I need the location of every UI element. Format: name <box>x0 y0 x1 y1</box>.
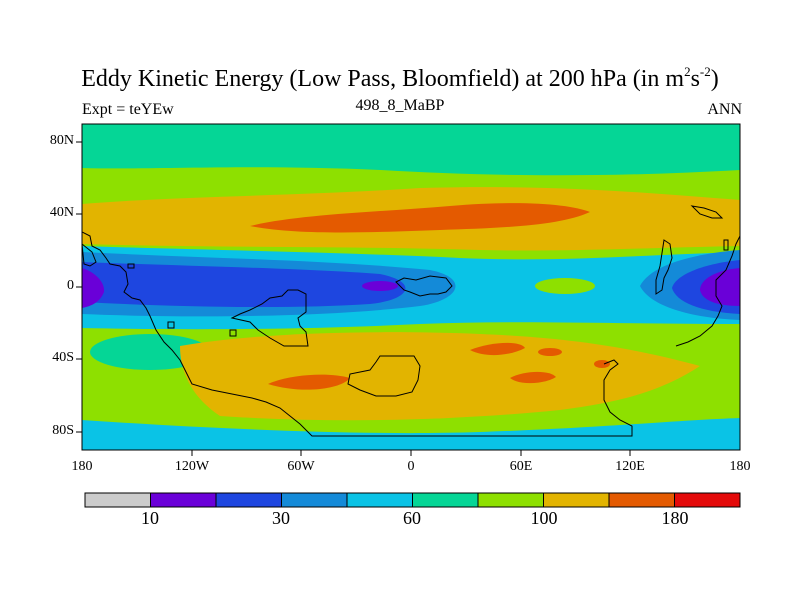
colorbar-box <box>674 492 741 508</box>
xtick-label-60W: 60W <box>287 459 315 474</box>
ytick-label-40N: 40N <box>49 205 74 220</box>
colorbar-label-60: 60 <box>403 508 421 528</box>
title-unit-s: s <box>690 66 700 92</box>
coast-europe <box>395 275 453 297</box>
south-orange-2 <box>470 342 525 356</box>
south-orange-4 <box>538 348 562 356</box>
colorbar-box <box>150 492 217 508</box>
colorbar-box <box>281 492 348 508</box>
pacific-east-purple <box>700 268 740 306</box>
band-tropical-blue <box>82 262 406 308</box>
band-north-orange <box>250 203 590 233</box>
coast-asia-east <box>675 235 740 347</box>
coast-japan <box>690 205 724 219</box>
coast-small-3 <box>229 329 237 337</box>
colorbar-label-10: 10 <box>141 508 159 528</box>
ytick-label-40S: 40S <box>52 350 74 365</box>
title-sup-neg2: -2 <box>699 64 711 79</box>
title-close: ) <box>710 66 719 92</box>
band-south-yellow <box>180 332 700 421</box>
coast-small-4 <box>127 263 135 269</box>
colorbar-label-30: 30 <box>272 508 290 528</box>
south-orange-1 <box>268 374 350 390</box>
colorbar-box <box>477 492 544 508</box>
colorbar-label-100: 100 <box>530 508 558 528</box>
south-orange-5 <box>594 360 610 368</box>
coast-pacific-islands <box>655 239 673 295</box>
filled-contours <box>82 124 740 450</box>
xtick-label-180e: 180 <box>729 459 751 474</box>
south-orange-3 <box>510 371 556 384</box>
coast-africa <box>347 355 421 397</box>
xtick-label-180w: 180 <box>71 459 93 474</box>
ytick-label-80S: 80S <box>52 423 74 438</box>
colorbar-boxes <box>84 492 741 508</box>
xtick-label-60E: 60E <box>509 459 533 474</box>
ytick-label-0: 0 <box>67 278 74 293</box>
colorbar-label-180: 180 <box>661 508 689 528</box>
season-label: ANN <box>707 101 742 118</box>
title-text: Eddy Kinetic Energy (Low Pass, Bloomfiel… <box>81 66 685 92</box>
coastlines <box>82 205 740 437</box>
colorbar-box <box>84 492 151 508</box>
title-sup-2: 2 <box>684 64 691 79</box>
experiment-label: Expt = teYEw <box>82 101 174 118</box>
xtick-label-0: 0 <box>407 459 415 474</box>
ytick-label-80N: 80N <box>49 133 74 148</box>
coast-americas <box>82 231 633 437</box>
colorbar-box <box>346 492 413 508</box>
colorbar-box <box>608 492 675 508</box>
period-label: 498_8_MaBP <box>355 97 445 114</box>
tick-marks <box>76 141 631 456</box>
coast-islands-west <box>82 243 97 267</box>
band-north-green <box>82 124 740 176</box>
coast-small-2 <box>167 321 175 329</box>
colorbar-box <box>215 492 282 508</box>
africa-green-spot <box>535 278 595 294</box>
pacific-west-purple <box>82 268 105 308</box>
band-south-polar-cyan <box>82 418 740 450</box>
xtick-label-120W: 120W <box>174 459 210 474</box>
coast-small-1 <box>723 239 729 251</box>
atlantic-blue-spot <box>362 281 398 291</box>
coast-south-america-east <box>230 289 309 347</box>
colorbar-box <box>412 492 479 508</box>
colorbar-box <box>543 492 610 508</box>
plot-title: Eddy Kinetic Energy (Low Pass, Bloomfiel… <box>0 64 800 93</box>
xtick-label-120E: 120E <box>615 459 645 474</box>
